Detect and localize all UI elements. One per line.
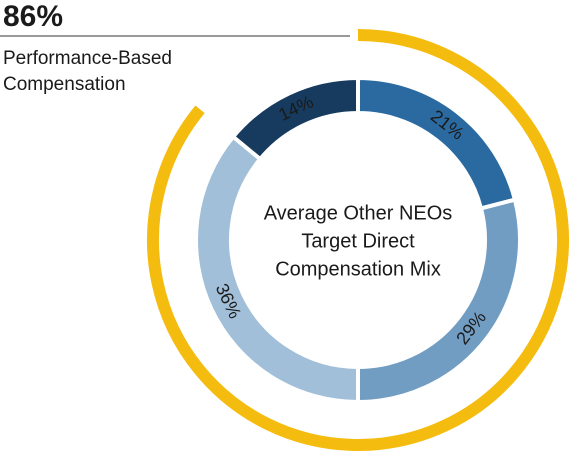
center-label: Target Direct	[301, 230, 415, 252]
highlight-arc	[147, 29, 569, 451]
highlight-text: Performance-Based	[3, 48, 172, 69]
highlight-text: Compensation	[3, 74, 126, 95]
donut-segment	[230, 75, 360, 162]
highlight-value: 86%	[3, 0, 63, 33]
center-label: Compensation Mix	[275, 258, 441, 280]
center-label: Average Other NEOs	[264, 202, 453, 224]
donut-segment	[356, 75, 518, 211]
